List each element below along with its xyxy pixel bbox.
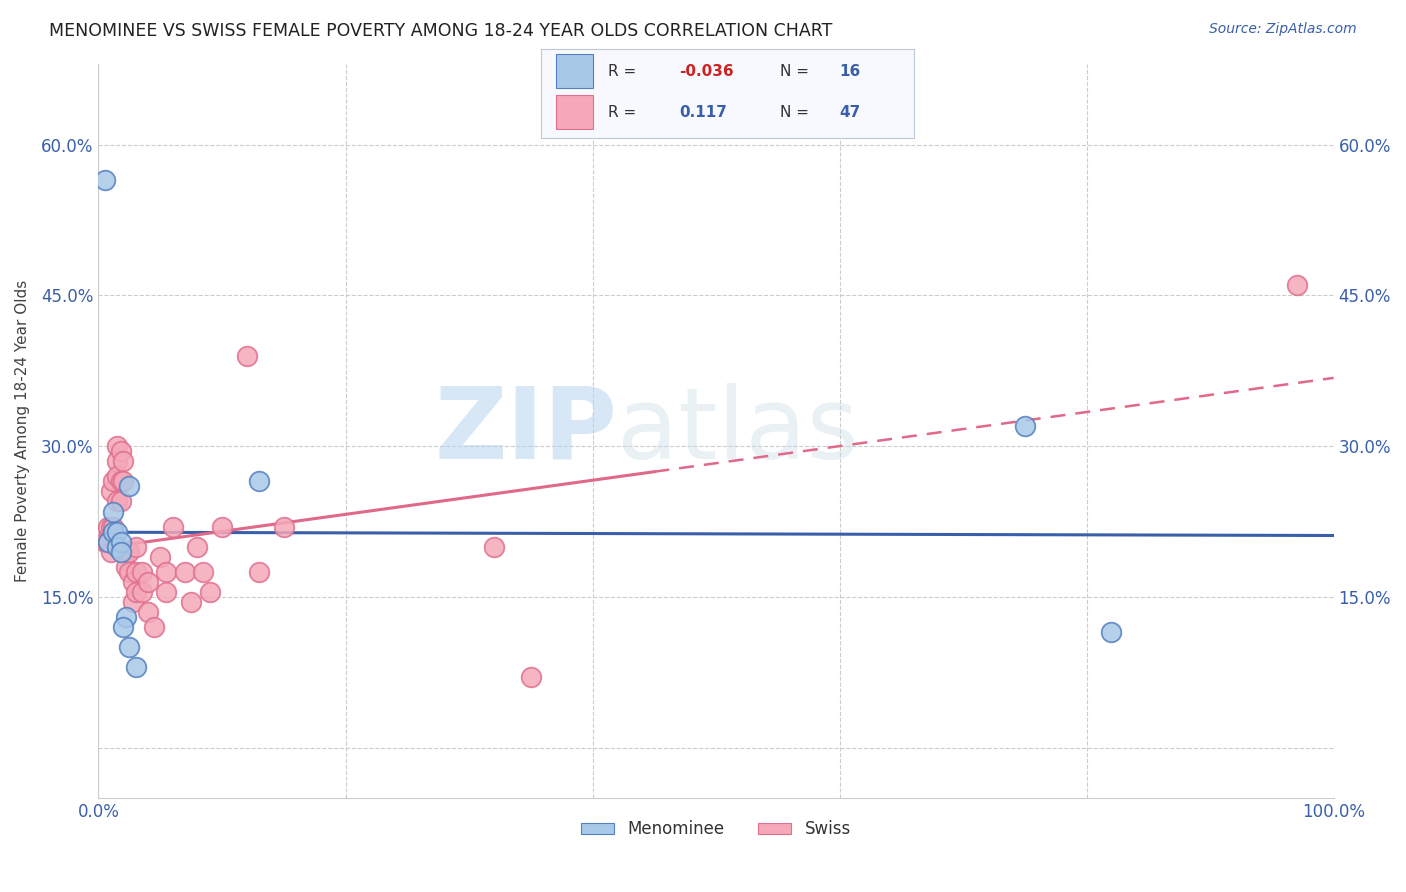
Text: ZIP: ZIP	[434, 383, 617, 480]
Point	[118, 479, 141, 493]
Point	[149, 549, 172, 564]
Point	[103, 519, 125, 533]
Point	[211, 519, 233, 533]
Point	[114, 559, 136, 574]
Point	[247, 565, 270, 579]
Point	[112, 475, 135, 489]
Legend: Menominee, Swiss: Menominee, Swiss	[575, 814, 858, 845]
Point	[105, 494, 128, 508]
Point	[112, 620, 135, 634]
Point	[124, 660, 146, 674]
Point	[110, 475, 132, 489]
Point	[105, 439, 128, 453]
Point	[273, 519, 295, 533]
Point	[114, 610, 136, 624]
Point	[1099, 625, 1122, 640]
Point	[100, 519, 122, 533]
Text: R =: R =	[609, 64, 637, 78]
Point	[235, 349, 257, 363]
Point	[105, 524, 128, 539]
Point	[122, 574, 145, 589]
Point	[105, 454, 128, 468]
Point	[103, 524, 125, 539]
Point	[193, 565, 215, 579]
Point	[136, 605, 159, 619]
Point	[110, 494, 132, 508]
Point	[124, 540, 146, 554]
Point	[110, 444, 132, 458]
Point	[93, 172, 115, 186]
Point	[97, 534, 120, 549]
Text: -0.036: -0.036	[679, 64, 734, 78]
Point	[93, 534, 115, 549]
Text: atlas: atlas	[617, 383, 859, 480]
Point	[118, 565, 141, 579]
Point	[103, 504, 125, 518]
Point	[122, 595, 145, 609]
Text: R =: R =	[609, 105, 637, 120]
Point	[247, 475, 270, 489]
Point	[100, 484, 122, 499]
Point	[162, 519, 184, 533]
Point	[97, 534, 120, 549]
Y-axis label: Female Poverty Among 18-24 Year Olds: Female Poverty Among 18-24 Year Olds	[15, 280, 30, 582]
Point	[118, 640, 141, 655]
Point	[105, 540, 128, 554]
Text: N =: N =	[780, 64, 808, 78]
Point	[118, 545, 141, 559]
Text: 0.117: 0.117	[679, 105, 727, 120]
Point	[97, 519, 120, 533]
Text: MENOMINEE VS SWISS FEMALE POVERTY AMONG 18-24 YEAR OLDS CORRELATION CHART: MENOMINEE VS SWISS FEMALE POVERTY AMONG …	[49, 22, 832, 40]
Point	[155, 565, 177, 579]
Point	[124, 585, 146, 599]
Point	[174, 565, 197, 579]
FancyBboxPatch shape	[557, 54, 593, 88]
Text: 47: 47	[839, 105, 860, 120]
Point	[105, 469, 128, 483]
Point	[131, 585, 153, 599]
Point	[131, 565, 153, 579]
Point	[124, 565, 146, 579]
Point	[155, 585, 177, 599]
Text: 16: 16	[839, 64, 860, 78]
Text: N =: N =	[780, 105, 808, 120]
Point	[1014, 419, 1036, 434]
Point	[136, 574, 159, 589]
Point	[100, 545, 122, 559]
Text: Source: ZipAtlas.com: Source: ZipAtlas.com	[1209, 22, 1357, 37]
Point	[198, 585, 221, 599]
FancyBboxPatch shape	[557, 95, 593, 129]
Point	[482, 540, 505, 554]
Point	[520, 670, 543, 684]
Point	[103, 475, 125, 489]
Point	[112, 454, 135, 468]
Point	[180, 595, 202, 609]
Point	[110, 545, 132, 559]
Point	[110, 534, 132, 549]
Point	[186, 540, 208, 554]
Point	[1285, 278, 1308, 293]
Point	[143, 620, 166, 634]
Point	[114, 545, 136, 559]
